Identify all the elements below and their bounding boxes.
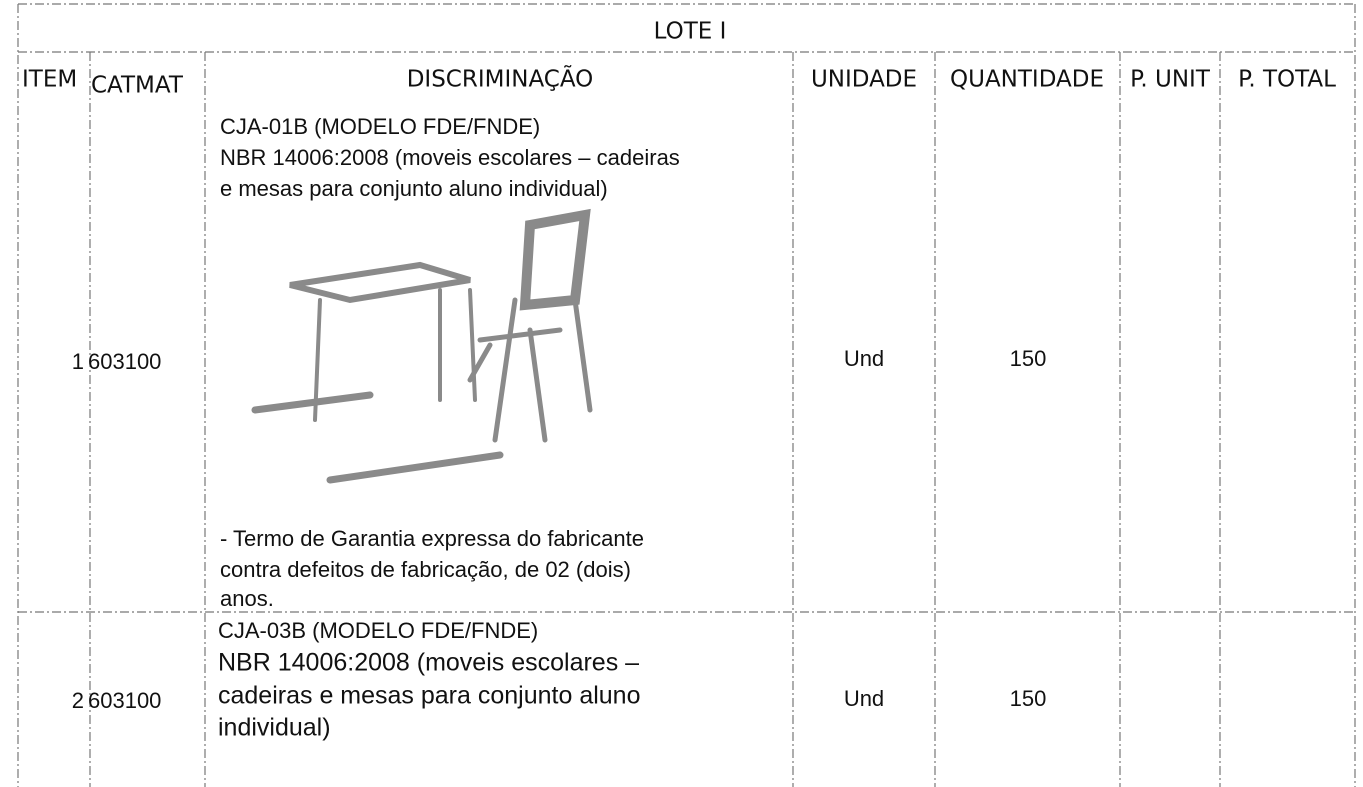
description-line: e mesas para conjunto aluno individual)	[220, 176, 608, 201]
header-cell: UNIDADE	[811, 67, 917, 93]
catmat: 603100	[88, 349, 161, 374]
quantity: 150	[1010, 686, 1047, 711]
header-cell: P. UNIT	[1130, 67, 1211, 93]
header-cell: P. TOTAL	[1238, 67, 1336, 93]
item-number: 2	[72, 688, 84, 713]
unit: Und	[844, 686, 884, 711]
unit: Und	[844, 346, 884, 371]
catmat: 603100	[88, 688, 161, 713]
description-line: cadeiras e mesas para conjunto aluno	[218, 682, 641, 710]
description-line: NBR 14006:2008 (moveis escolares –	[218, 649, 639, 677]
warranty-line: contra defeitos de fabricação, de 02 (do…	[220, 557, 631, 582]
description-line: CJA-01B (MODELO FDE/FNDE)	[220, 114, 540, 139]
table-rules	[17, 3, 1356, 787]
quantity: 150	[1010, 346, 1047, 371]
warranty-line: - Termo de Garantia expressa do fabrican…	[220, 526, 644, 551]
warranty-line: anos.	[220, 586, 274, 611]
header-cell: DISCRIMINAÇÃO	[407, 65, 594, 93]
description-line: NBR 14006:2008 (moveis escolares – cadei…	[220, 145, 680, 170]
item-number: 1	[72, 349, 84, 374]
product-image	[251, 208, 593, 484]
description-line: individual)	[218, 714, 331, 742]
lot-title: LOTE I	[654, 19, 727, 45]
header-cell: CATMAT	[91, 73, 184, 99]
description-line: CJA-03B (MODELO FDE/FNDE)	[218, 618, 538, 643]
header-cell: QUANTIDADE	[950, 67, 1104, 93]
header-cell: ITEM	[22, 67, 77, 93]
